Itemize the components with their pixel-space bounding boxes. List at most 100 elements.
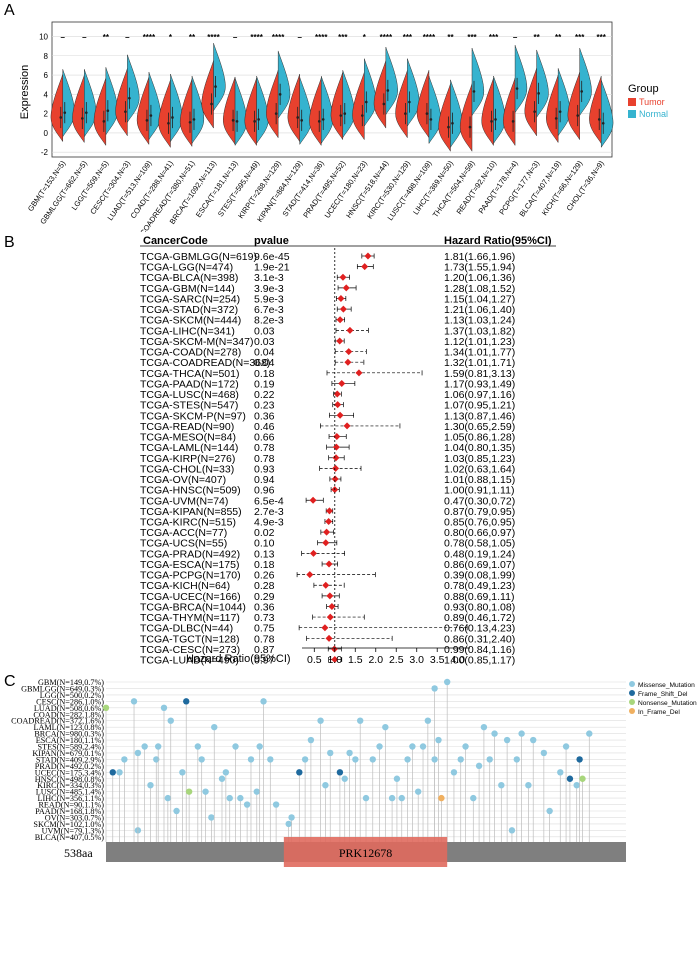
violin-normal-median bbox=[214, 85, 217, 88]
violin-tumor-median bbox=[382, 102, 386, 106]
lollipop-row-label: LIHC(N=356,1.1%) bbox=[38, 794, 105, 803]
forest-x-label: Hazard Ratio(95%CI) bbox=[186, 653, 291, 665]
lollipop-row-label: COADREAD(N=372,1.6%) bbox=[11, 717, 104, 726]
forest-row-pvalue: 0.18 bbox=[254, 559, 275, 571]
forest-row-hr: 1.12(1.01,1.23) bbox=[444, 336, 515, 348]
lollipop-row-label: BRCA(N=980,0.3%) bbox=[34, 730, 104, 739]
forest-row-code: TCGA-PCPG(N=170) bbox=[140, 570, 241, 582]
y-axis-label: Expression bbox=[19, 65, 31, 119]
violin-tumor-median bbox=[554, 117, 558, 120]
lollipop-head bbox=[247, 756, 255, 763]
forest-row-pvalue: 0.97 bbox=[254, 655, 275, 667]
forest-point bbox=[339, 305, 347, 313]
lollipop-head bbox=[222, 769, 230, 776]
violin-normal-median bbox=[192, 118, 196, 121]
violin-normal-median bbox=[235, 120, 239, 123]
violin-normal-median bbox=[515, 87, 519, 90]
forest-row-hr: 1.00(0.85,1.17) bbox=[444, 655, 515, 667]
violin-tumor-median bbox=[81, 117, 84, 120]
lollipop-head bbox=[352, 756, 359, 763]
violin-tumor-median bbox=[296, 116, 299, 119]
violin-normal bbox=[213, 43, 226, 112]
significance-label: – bbox=[61, 33, 66, 42]
forest-row-pvalue: 0.87 bbox=[254, 644, 275, 656]
forest-row-code: TCGA-GBMLGG(N=619) bbox=[140, 251, 257, 263]
forest-point bbox=[364, 252, 372, 260]
forest-point bbox=[332, 443, 340, 451]
forest-x-tick-label: 4.0 bbox=[450, 654, 465, 666]
lollipop-head bbox=[362, 794, 370, 802]
forest-row-code: TCGA-MESO(N=84) bbox=[140, 432, 236, 444]
violin-tumor bbox=[589, 75, 602, 145]
lollipop-head bbox=[462, 743, 469, 750]
violin-normal bbox=[385, 47, 398, 116]
lollipop-head bbox=[530, 736, 537, 744]
violin-tumor-median bbox=[317, 120, 321, 123]
violin-normal bbox=[514, 45, 528, 114]
violin-tumor bbox=[502, 77, 516, 147]
forest-row-code: TCGA-KIRC(N=515) bbox=[140, 517, 236, 529]
violin-normal-median bbox=[257, 118, 260, 121]
lollipop-row-label: SKCM(N=102,1.0%) bbox=[33, 820, 104, 829]
forest-row-pvalue: 0.78 bbox=[254, 453, 275, 465]
y-tick-label: 4 bbox=[44, 90, 49, 99]
significance-label: – bbox=[297, 33, 302, 42]
forest-point bbox=[325, 507, 333, 515]
forest-point bbox=[322, 539, 330, 547]
forest-row-code: TCGA-GBM(N=144) bbox=[140, 283, 235, 295]
lollipop-legend-dot bbox=[629, 690, 635, 696]
forest-row-hr: 0.93(0.80,1.08) bbox=[444, 601, 515, 613]
lollipop-head bbox=[202, 788, 209, 795]
lollipop-head bbox=[486, 756, 493, 763]
forest-row-hr: 0.88(0.69,1.11) bbox=[444, 591, 514, 603]
significance-label: **** bbox=[423, 33, 436, 42]
forest-row-hr: 1.20(1.06,1.36) bbox=[444, 272, 515, 284]
forest-point bbox=[355, 369, 363, 377]
violin-tumor bbox=[395, 70, 408, 139]
lollipop-head bbox=[388, 794, 396, 802]
lollipop-head bbox=[562, 743, 570, 750]
col-header-cancercode: CancerCode bbox=[143, 235, 208, 247]
lollipop-head bbox=[566, 775, 574, 782]
lollipop-head bbox=[369, 756, 376, 763]
lollipop-row-label: KIPAN(N=679,0.1%) bbox=[32, 749, 104, 758]
lollipop-head bbox=[130, 698, 138, 705]
significance-label: – bbox=[233, 33, 238, 42]
lollipop-head bbox=[518, 730, 525, 737]
lollipop-head bbox=[579, 775, 586, 782]
violin-normal bbox=[600, 79, 614, 149]
violin-normal-median bbox=[171, 116, 174, 119]
lollipop-head bbox=[185, 788, 193, 795]
lollipop-row-label: LAML(N=123,0.8%) bbox=[33, 723, 104, 732]
lollipop-row-label: LUAD(N=508,0.6%) bbox=[34, 704, 104, 713]
violin-tumor bbox=[201, 60, 214, 129]
forest-row-hr: 0.86(0.31,2.40) bbox=[444, 633, 515, 645]
forest-x-tick-label: 1.5 bbox=[348, 654, 363, 666]
forest-row-code: TCGA-COAD(N=278) bbox=[140, 347, 241, 359]
forest-row-pvalue: 6.5e-4 bbox=[254, 495, 284, 507]
lollipop-head bbox=[419, 743, 427, 750]
forest-point bbox=[336, 337, 344, 345]
forest-row-pvalue: 0.93 bbox=[254, 463, 275, 475]
violin-normal bbox=[127, 54, 140, 124]
lollipop-head bbox=[301, 756, 309, 763]
legend-title: Group bbox=[628, 83, 659, 95]
violin-tumor-median bbox=[576, 114, 579, 117]
significance-label: ** bbox=[447, 33, 454, 42]
lollipop-row-label: LUSC(N=485,1.4%) bbox=[36, 788, 105, 797]
lollipop-legend-label: Missense_Mutation bbox=[638, 682, 695, 689]
forest-row-pvalue: 2.7e-3 bbox=[254, 506, 284, 518]
lollipop-head bbox=[546, 807, 553, 815]
violin-normal-median bbox=[408, 100, 411, 104]
forest-point bbox=[337, 294, 345, 302]
forest-point bbox=[333, 390, 341, 398]
forest-point bbox=[326, 592, 334, 600]
lollipop-head bbox=[431, 685, 438, 692]
forest-point bbox=[323, 528, 331, 536]
lollipop-head bbox=[154, 743, 162, 750]
forest-row-hr: 1.13(0.87,1.46) bbox=[444, 410, 515, 422]
violin-normal-median bbox=[494, 118, 497, 121]
lollipop-head bbox=[317, 717, 324, 724]
forest-point bbox=[336, 316, 344, 324]
violin-tumor bbox=[373, 60, 387, 129]
